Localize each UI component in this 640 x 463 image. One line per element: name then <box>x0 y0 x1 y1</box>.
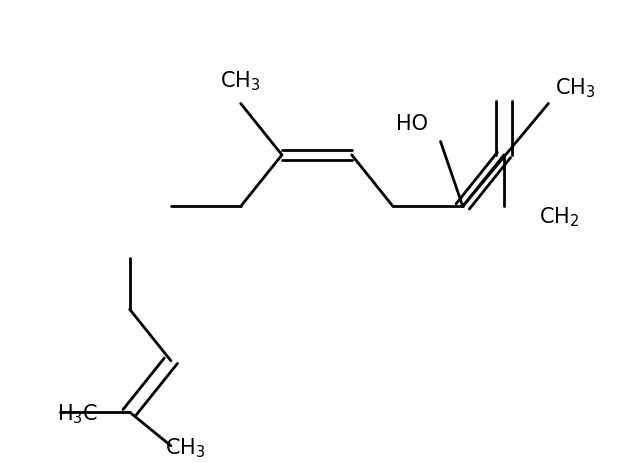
Text: CH$_3$: CH$_3$ <box>220 69 261 93</box>
Text: CH$_3$: CH$_3$ <box>555 76 595 100</box>
Text: CH$_3$: CH$_3$ <box>164 436 205 460</box>
Text: H$_3$C: H$_3$C <box>57 403 98 426</box>
Text: HO: HO <box>396 113 428 134</box>
Text: CH$_2$: CH$_2$ <box>539 206 579 229</box>
